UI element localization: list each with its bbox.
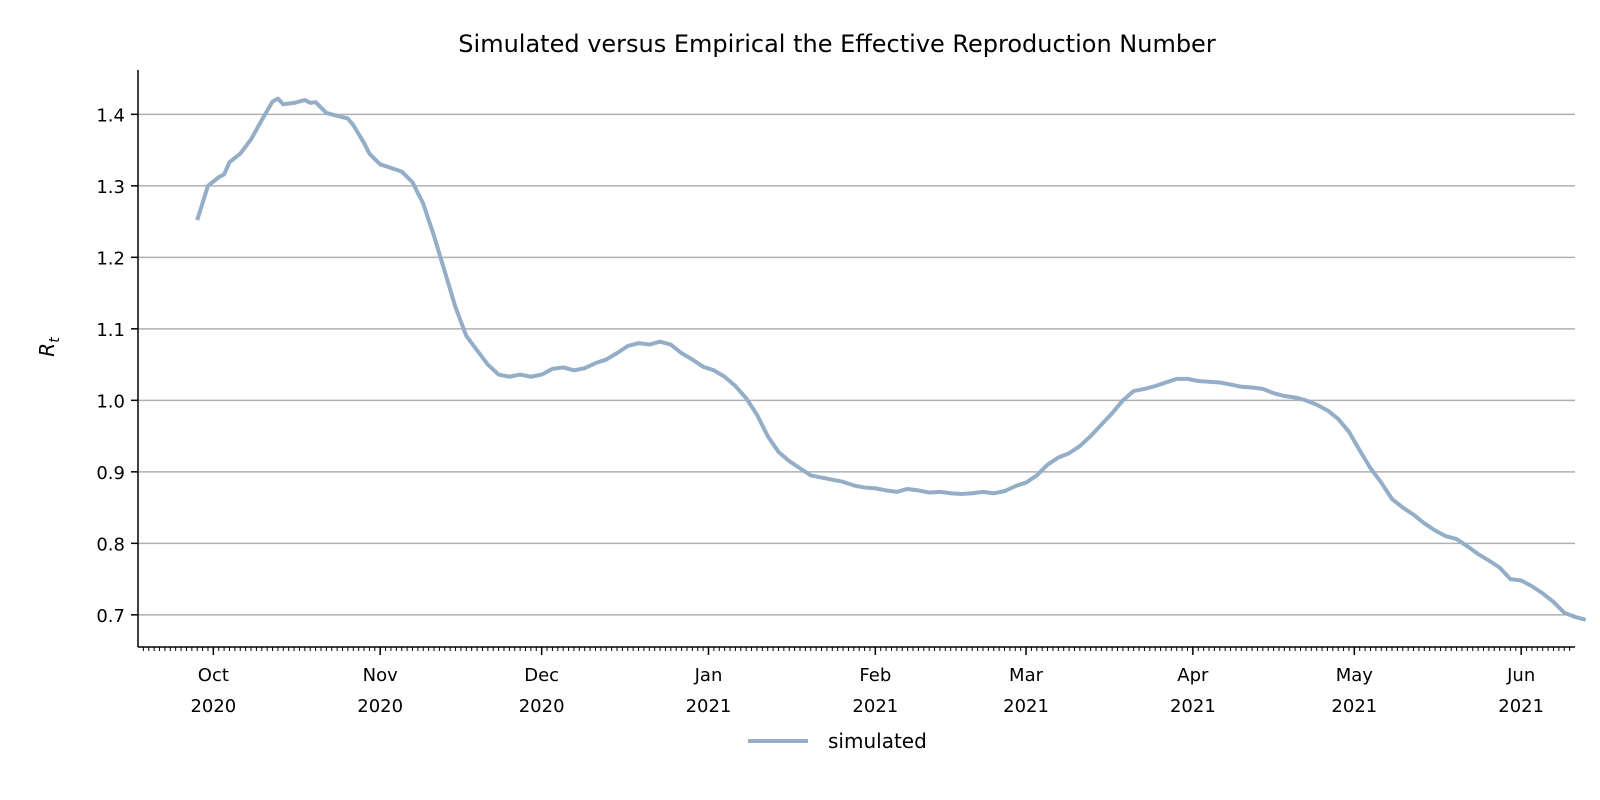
- grid-lines: [138, 113, 1575, 616]
- x-tick-label-year: 2020: [190, 696, 236, 717]
- x-tick-label-year: 2021: [1170, 696, 1216, 717]
- x-tick-label-month: Mar: [1009, 665, 1044, 686]
- y-ticks: 0.7 0.8 0.9 1.0 1.1 1.2 1.3 1.4: [96, 105, 138, 627]
- x-tick-label-year: 2021: [1003, 696, 1049, 717]
- x-tick-label-month: Feb: [859, 665, 891, 686]
- y-tick-label: 1.1: [96, 320, 125, 341]
- x-tick-label-year: 2021: [1331, 696, 1377, 717]
- y-tick-label: 0.8: [96, 534, 125, 555]
- y-axis-label-subscript: t: [47, 337, 63, 343]
- x-tick-label-month: Oct: [198, 665, 229, 686]
- axes: [137, 70, 1575, 648]
- x-tick-label-month: Apr: [1177, 665, 1209, 686]
- y-tick-label: 0.9: [96, 463, 125, 484]
- legend: simulated: [748, 729, 927, 753]
- x-tick-label-month: Nov: [363, 665, 398, 686]
- series-line-simulated: [195, 96, 1587, 622]
- x-tick-label-year: 2020: [519, 696, 565, 717]
- x-tick-label-month: Dec: [524, 665, 559, 686]
- x-ticks: Oct 2020 Nov 2020 Dec 2020 Jan 2021 Feb 2021 Mar 20…: [142, 647, 1571, 717]
- y-tick-label: 1.3: [96, 177, 125, 198]
- x-tick-label-year: 2021: [1498, 696, 1544, 717]
- x-tick-label-month: Jun: [1506, 665, 1535, 686]
- y-axis-label-main: R: [35, 343, 59, 357]
- series-layer: [195, 96, 1587, 622]
- y-tick-label: 1.2: [96, 248, 125, 269]
- legend-label-simulated: simulated: [828, 729, 927, 753]
- y-tick-label: 1.4: [96, 105, 125, 126]
- y-axis-label: Rt: [35, 337, 63, 357]
- y-tick-label: 0.7: [96, 606, 125, 627]
- x-tick-label-year: 2021: [686, 696, 732, 717]
- chart-title: Simulated versus Empirical the Effective…: [458, 30, 1216, 58]
- y-tick-label: 1.0: [96, 391, 125, 412]
- x-tick-label-month: May: [1336, 665, 1374, 686]
- x-tick-label-year: 2021: [852, 696, 898, 717]
- x-tick-label-month: Jan: [694, 665, 723, 686]
- x-tick-label-year: 2020: [357, 696, 403, 717]
